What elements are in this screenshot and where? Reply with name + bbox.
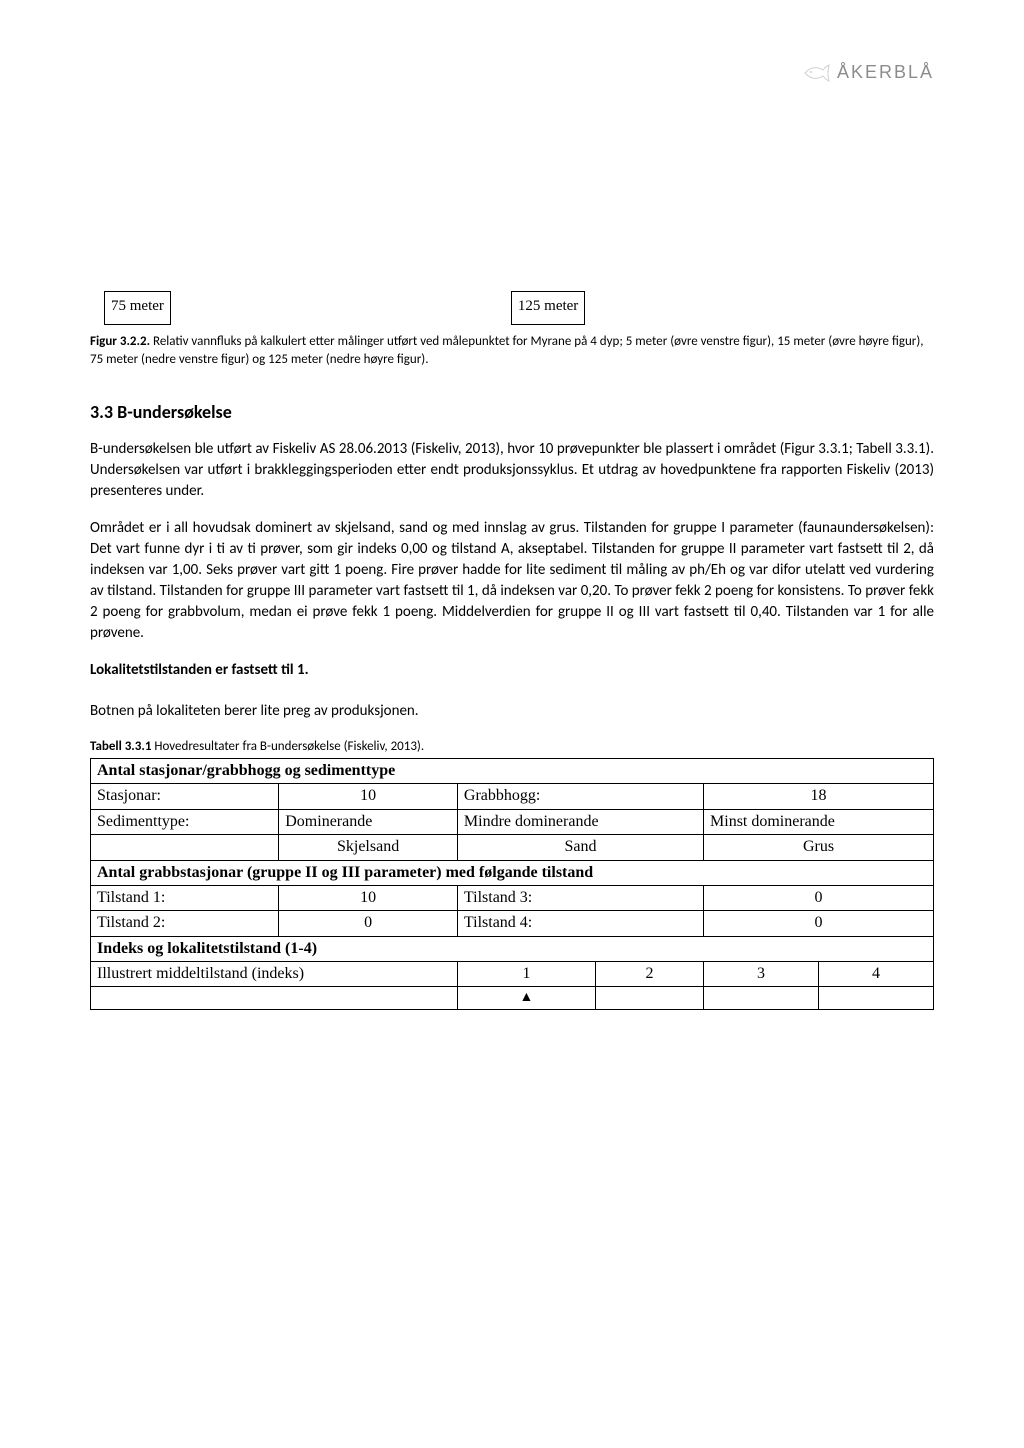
logo-text: ÅKERBLÅ <box>837 60 934 85</box>
table-hdr1: Antal stasjonar/grabbhogg og sedimenttyp… <box>91 758 934 783</box>
table-hdr2: Antal grabbstasjonar (gruppe II og III p… <box>91 860 934 885</box>
result-table: Antal stasjonar/grabbhogg og sedimenttyp… <box>90 758 934 1010</box>
section-title: 3.3 B-undersøkelse <box>90 400 934 425</box>
cell: Stasjonar: <box>91 784 279 809</box>
paragraph-1: B-undersøkelsen ble utført av Fiskeliv A… <box>90 439 934 502</box>
logo: ÅKERBLÅ <box>803 60 934 85</box>
table-row: Sedimenttype: Dominerande Mindre dominer… <box>91 809 934 834</box>
cell: Illustrert middeltilstand (indeks) <box>91 962 458 987</box>
cell <box>91 987 458 1010</box>
cell: 18 <box>704 784 934 809</box>
cell: 3 <box>704 962 819 987</box>
table-row: Illustrert middeltilstand (indeks) 1 2 3… <box>91 962 934 987</box>
cell: Sedimenttype: <box>91 809 279 834</box>
figure-top-right <box>522 95 922 255</box>
cell <box>818 987 933 1010</box>
figure-caption: Figur 3.2.2. Relativ vannfluks på kalkul… <box>90 333 934 369</box>
header-logo-row: ÅKERBLÅ <box>90 60 934 85</box>
cell: 0 <box>704 911 934 936</box>
cell: 1 <box>457 962 595 987</box>
cell: 0 <box>704 885 934 910</box>
cell: 10 <box>279 885 458 910</box>
paragraph-2: Området er i all hovudsak dominert av sk… <box>90 518 934 644</box>
table-row: Tilstand 1: 10 Tilstand 3: 0 <box>91 885 934 910</box>
cell: Sand <box>457 835 703 860</box>
cell: Dominerande <box>279 809 458 834</box>
table-caption-lead: Tabell 3.3.1 <box>90 739 151 754</box>
bold-locality-state: Lokalitetstilstanden er fastsett til 1. <box>90 660 934 681</box>
cell: 2 <box>596 962 704 987</box>
cell: 10 <box>279 784 458 809</box>
cell: Minst dominerande <box>704 809 934 834</box>
triangle-cell: ▲ <box>457 987 595 1010</box>
cell <box>596 987 704 1010</box>
figure-top-left <box>102 95 502 255</box>
cell: 0 <box>279 911 458 936</box>
figure-label-row: 75 meter 125 meter <box>104 289 934 325</box>
table-row: Stasjonar: 10 Grabbhogg: 18 <box>91 784 934 809</box>
table-hdr3: Indeks og lokalitetstilstand (1-4) <box>91 936 934 961</box>
cell: Grus <box>704 835 934 860</box>
cell: Tilstand 1: <box>91 885 279 910</box>
figure-caption-text: Relativ vannfluks på kalkulert etter mål… <box>90 334 924 367</box>
table-row: Tilstand 2: 0 Tilstand 4: 0 <box>91 911 934 936</box>
cell <box>704 987 819 1010</box>
cell: Tilstand 4: <box>457 911 703 936</box>
table-caption: Tabell 3.3.1 Hovedresultater fra B-under… <box>90 738 934 756</box>
figure-area <box>90 95 934 285</box>
figure-label-125m: 125 meter <box>511 291 585 325</box>
figure-caption-lead: Figur 3.2.2. <box>90 334 150 349</box>
table-row: Skjelsand Sand Grus <box>91 835 934 860</box>
cell <box>91 835 279 860</box>
table-caption-text: Hovedresultater fra B-undersøkelse (Fisk… <box>151 739 424 754</box>
cell: Skjelsand <box>279 835 458 860</box>
cell: 4 <box>818 962 933 987</box>
paragraph-3: Botnen på lokaliteten berer lite preg av… <box>90 701 934 722</box>
table-row: ▲ <box>91 987 934 1010</box>
cell: Tilstand 2: <box>91 911 279 936</box>
cell: Grabbhogg: <box>457 784 703 809</box>
cell: Mindre dominerande <box>457 809 703 834</box>
cell: Tilstand 3: <box>457 885 703 910</box>
figure-label-75m: 75 meter <box>104 291 171 325</box>
fish-icon <box>803 62 831 84</box>
